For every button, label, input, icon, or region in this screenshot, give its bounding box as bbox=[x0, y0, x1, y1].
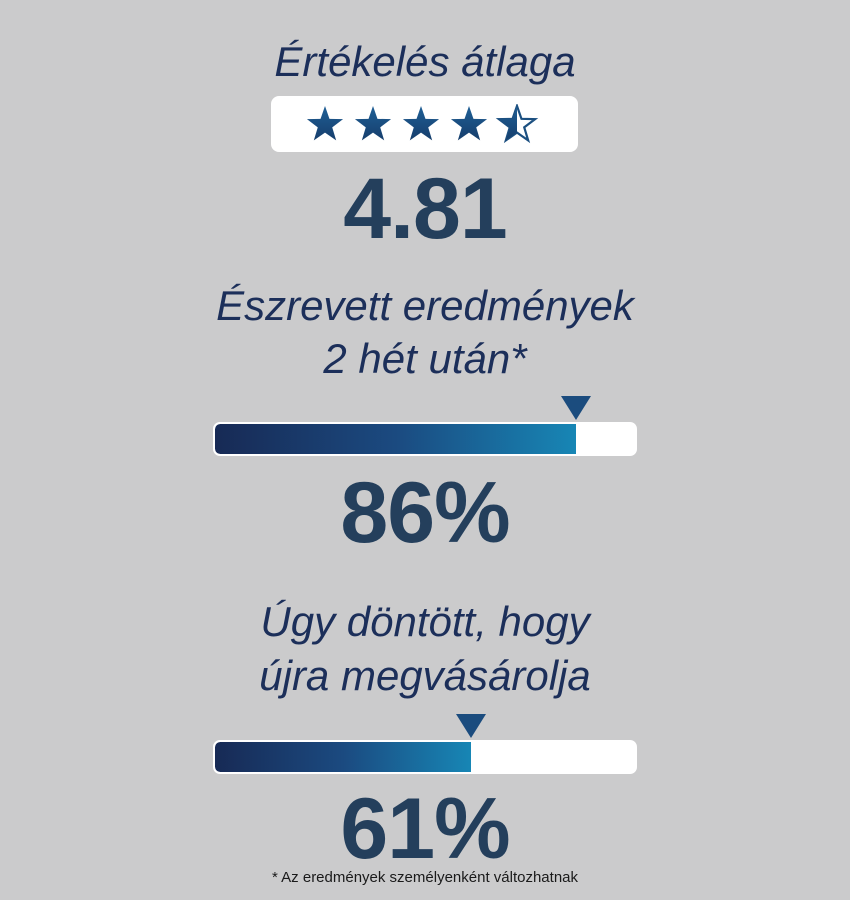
results-title-line2: 2 hét után* bbox=[323, 335, 527, 382]
rating-value: 4.81 bbox=[343, 161, 507, 257]
footnote: * Az eredmények személyenként változhatn… bbox=[272, 869, 578, 886]
star-full-icon bbox=[354, 106, 391, 141]
repurchase-percent: 61% bbox=[340, 781, 510, 877]
results-progress-fill bbox=[215, 424, 577, 454]
repurchase-progress-fill bbox=[215, 742, 472, 772]
results-title-line1: Észrevett eredmények bbox=[216, 282, 634, 329]
results-progress-track bbox=[213, 422, 637, 456]
repurchase-progress-track bbox=[213, 740, 637, 774]
star-full-icon bbox=[306, 106, 343, 141]
repurchase-progress bbox=[213, 738, 637, 774]
repurchase-title-line1: Úgy döntött, hogy bbox=[260, 598, 590, 645]
star-rating-box bbox=[271, 96, 578, 152]
repurchase-title-line2: újra megvásárolja bbox=[259, 652, 591, 699]
results-marker-icon bbox=[561, 396, 592, 420]
star-rating bbox=[306, 104, 538, 144]
results-percent: 86% bbox=[340, 465, 510, 561]
star-full-icon bbox=[450, 106, 487, 141]
repurchase-marker-icon bbox=[456, 714, 487, 738]
rating-title: Értékelés átlaga bbox=[274, 38, 576, 85]
star-half-icon bbox=[495, 104, 538, 144]
star-full-icon bbox=[402, 106, 439, 141]
results-progress bbox=[213, 420, 637, 456]
